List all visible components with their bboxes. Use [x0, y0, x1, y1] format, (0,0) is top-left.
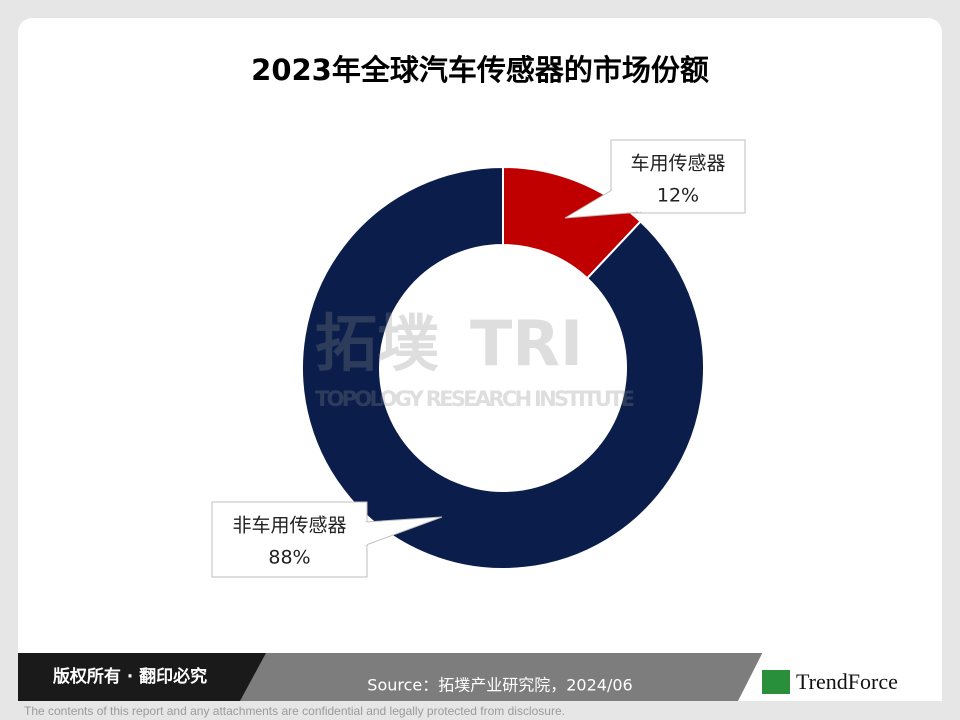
slice-value: 88% — [268, 547, 310, 569]
donut-slice — [301, 165, 705, 570]
logo-text: TrendForce — [796, 669, 898, 694]
logo-icon — [762, 670, 790, 694]
watermark-brand: 拓墣 — [315, 307, 439, 380]
slice-label: 车用传感器 — [630, 153, 725, 175]
callout-seam — [611, 189, 641, 213]
donut-chart: 车用传感器 12% 非车用传感器 88% — [211, 139, 746, 578]
callout-box — [610, 139, 746, 214]
watermark-mark: TRI — [470, 307, 583, 380]
source-text: Source：拓墣产业研究院，2024/06 — [367, 676, 632, 695]
watermark: 拓墣 TRI TOPOLOGY RESEARCH INSTITUTE — [315, 307, 635, 411]
chart-title: 2023年全球汽车传感器的市场份额 — [251, 53, 709, 87]
callout-box — [211, 501, 368, 578]
rights-box — [18, 653, 266, 701]
watermark-name: TOPOLOGY RESEARCH INSTITUTE — [315, 387, 635, 411]
slice-value: 12% — [657, 185, 699, 207]
slice-label: 非车用传感器 — [232, 515, 346, 537]
disclaimer: The contents of this report and any atta… — [24, 704, 565, 718]
rights-text: 版权所有 · 翻印必究 — [53, 666, 207, 687]
